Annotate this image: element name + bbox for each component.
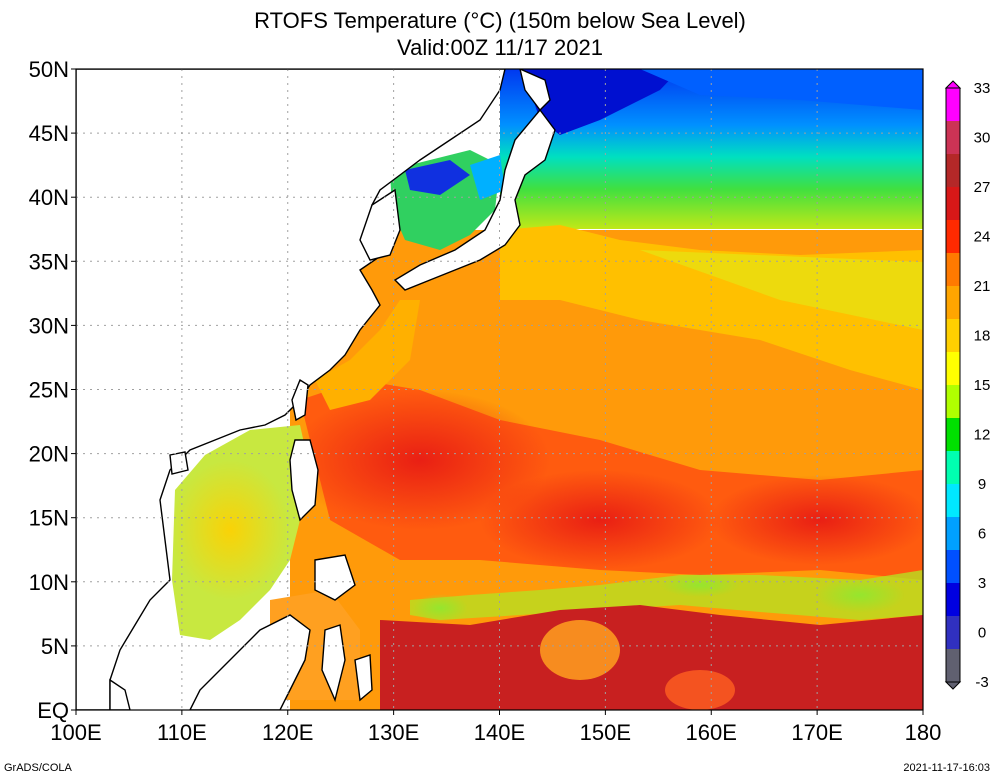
colorbar-bottom-arrow — [944, 681, 962, 690]
y-tick-label: 45N — [29, 121, 69, 146]
colorbar-label: 24 — [974, 229, 991, 246]
colorbar-label: 6 — [978, 526, 986, 543]
y-tick-label: 20N — [29, 442, 69, 467]
y-tick-label: 25N — [29, 378, 69, 403]
colorbar-segment — [946, 286, 960, 320]
x-tick-label: 160E — [686, 720, 737, 745]
colorbar-segment — [946, 385, 960, 419]
colorbar-segment — [946, 220, 960, 254]
colorbar-segment — [946, 583, 960, 617]
colorbar-label: 3 — [978, 575, 986, 592]
colorbar-segment — [946, 319, 960, 353]
y-tick-label: 10N — [29, 570, 69, 595]
x-tick-label: 150E — [580, 720, 631, 745]
credit-timestamp: 2021-11-17-16:03 — [903, 762, 990, 774]
colorbar-segment — [946, 154, 960, 188]
colorbar-top-arrow — [944, 80, 962, 89]
colorbar-label: 30 — [974, 130, 991, 147]
y-tick-label: 5N — [41, 634, 69, 659]
colorbar-segment — [946, 649, 960, 683]
x-tick-label: 130E — [368, 720, 419, 745]
colorbar-label: 27 — [974, 179, 991, 196]
colorbar-label: 33 — [974, 80, 991, 97]
colorbar-segment — [946, 88, 960, 122]
colorbar-label: 18 — [974, 328, 991, 345]
colorbar-segment — [946, 616, 960, 650]
colorbar-segment — [946, 550, 960, 584]
x-tick-label: 180 — [905, 720, 942, 745]
x-tick-label: 120E — [262, 720, 313, 745]
colorbar-label: 15 — [974, 377, 991, 394]
map-gridlines — [76, 69, 923, 710]
y-tick-label: 15N — [29, 506, 69, 531]
colorbar-segment — [946, 187, 960, 221]
colorbar-segment — [946, 451, 960, 485]
credit-left: GrADS/COLA — [4, 762, 72, 774]
colorbar-label: 0 — [978, 625, 986, 642]
y-tick-label: 35N — [29, 249, 69, 274]
y-tick-label: 50N — [29, 57, 69, 82]
colorbar-segment — [946, 253, 960, 287]
colorbar-label: 21 — [974, 278, 991, 295]
colorbar-label: 12 — [974, 427, 991, 444]
colorbar-segment — [946, 352, 960, 386]
y-tick-label: EQ — [37, 698, 69, 723]
x-tick-label: 110E — [157, 720, 207, 745]
colorbar-segment — [946, 517, 960, 551]
coastlines — [76, 69, 556, 710]
colorbar-segment — [946, 121, 960, 155]
y-tick-label: 40N — [29, 185, 69, 210]
y-tick-label: 30N — [29, 313, 69, 338]
colorbar-frame — [945, 87, 961, 683]
x-tick-label: 140E — [474, 720, 525, 745]
colorbar-label: 9 — [978, 476, 986, 493]
map-title: RTOFS Temperature (°C) (150m below Sea L… — [254, 8, 746, 33]
colorbar-segment — [946, 418, 960, 452]
map-subtitle: Valid:00Z 11/17 2021 — [397, 35, 603, 60]
colorbar-label: -3 — [975, 674, 988, 691]
colorbar-segment — [946, 484, 960, 518]
x-tick-label: 100E — [50, 720, 101, 745]
x-tick-label: 170E — [791, 720, 842, 745]
